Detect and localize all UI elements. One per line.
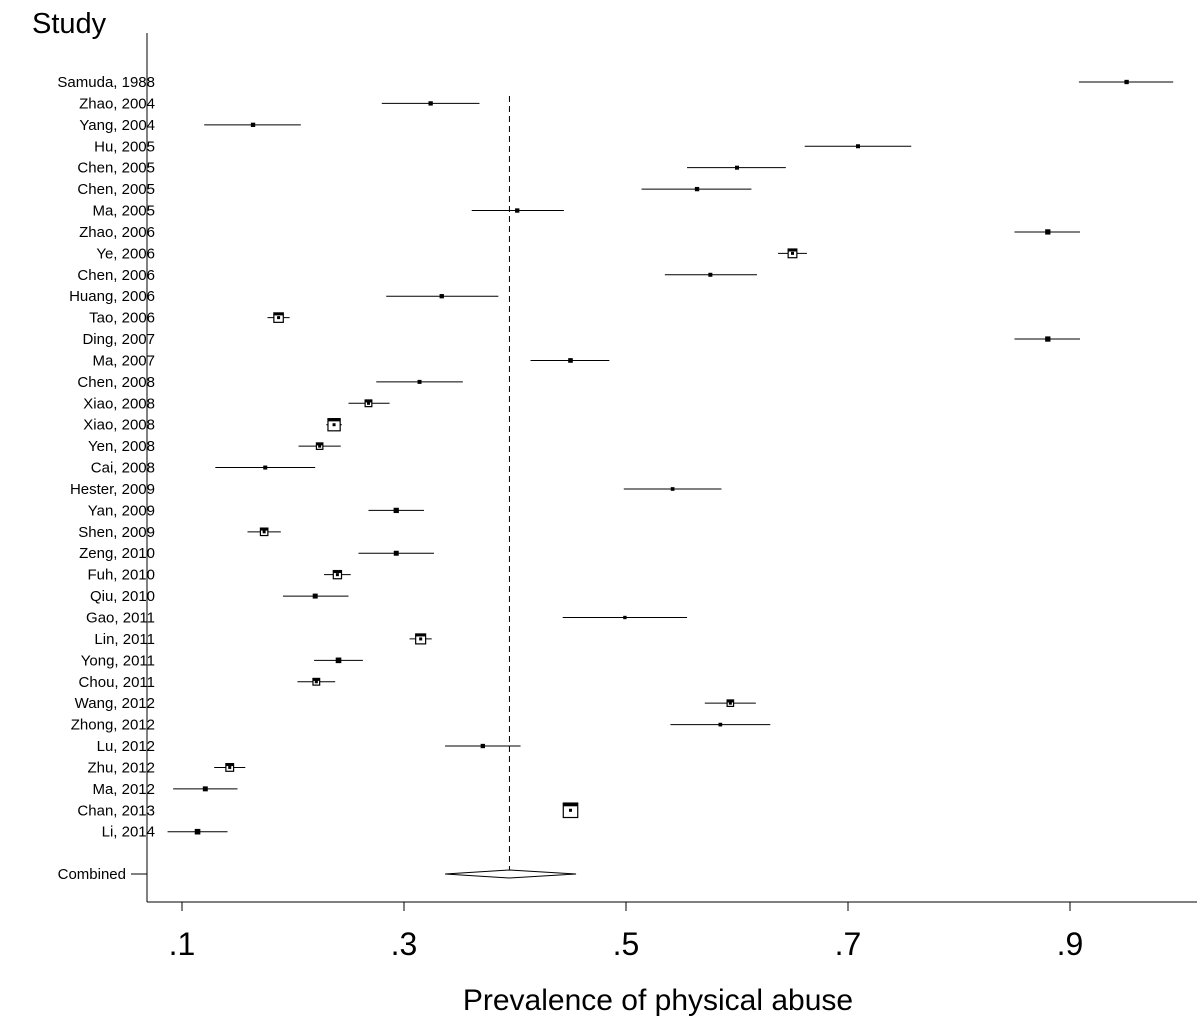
x-axis-title: Prevalence of physical abuse — [463, 984, 853, 1017]
weight-box-shade — [225, 763, 234, 767]
weight-box-shade — [312, 678, 320, 681]
combined-diamond — [445, 869, 577, 879]
point-estimate — [262, 530, 266, 534]
point-estimate — [428, 101, 433, 106]
weight-box-shade — [327, 418, 341, 422]
study-label: Xiao, 2008 — [83, 395, 155, 412]
study-label: Yong, 2011 — [81, 652, 155, 669]
study-label: Chan, 2013 — [77, 802, 155, 819]
weight-box-shade — [316, 442, 323, 446]
study-label: Ma, 2005 — [92, 203, 155, 220]
point-estimate — [263, 465, 268, 470]
point-estimate — [1045, 336, 1051, 342]
study-label: Ma, 2007 — [92, 352, 155, 369]
study-label: Tao, 2006 — [89, 310, 155, 327]
x-tick-label: .3 — [391, 926, 418, 962]
point-estimate — [568, 358, 573, 363]
study-label: Lin, 2011 — [94, 631, 155, 648]
study-label: Gao, 2011 — [86, 610, 155, 627]
point-estimate — [202, 786, 208, 792]
point-estimate — [694, 186, 700, 192]
point-estimate — [393, 550, 399, 556]
point-estimate — [718, 722, 723, 727]
x-tick-label: .7 — [835, 926, 862, 962]
study-label: Ma, 2012 — [92, 781, 155, 798]
study-label: Fuh, 2010 — [87, 567, 155, 584]
column-title: Study — [32, 8, 107, 40]
point-estimate — [480, 743, 485, 749]
point-estimate — [569, 808, 572, 812]
weight-box-shade — [260, 528, 268, 531]
study-label: Ding, 2007 — [82, 331, 155, 348]
combined-label: Combined — [58, 866, 126, 883]
point-estimate — [855, 144, 860, 149]
study-label: Chou, 2011 — [79, 674, 155, 691]
study-label: Zeng, 2010 — [79, 545, 155, 562]
study-label: Qiu, 2010 — [90, 588, 155, 605]
plot-axes: .1 .3 .5 .7 .9 — [131, 33, 1197, 962]
weight-box-shade — [788, 249, 797, 252]
x-tick-label: .9 — [1057, 926, 1084, 962]
study-label: Lu, 2012 — [97, 738, 155, 755]
point-estimate — [791, 251, 794, 255]
study-label: Li, 2014 — [102, 824, 155, 841]
point-estimate — [1124, 79, 1129, 85]
point-estimate — [735, 165, 739, 170]
weight-box-shade — [365, 399, 372, 403]
study-label: Zhao, 2004 — [79, 95, 155, 112]
point-estimate — [708, 272, 713, 277]
weight-box-shade — [273, 312, 284, 316]
point-estimate — [419, 637, 423, 641]
study-label: Yen, 2008 — [88, 438, 155, 455]
weight-box-shade — [563, 803, 578, 807]
point-estimate — [228, 765, 232, 769]
study-label: Yang, 2004 — [79, 117, 155, 134]
study-label: Zhu, 2012 — [87, 759, 155, 776]
study-label: Chen, 2005 — [77, 181, 155, 198]
study-label: Samuda, 1988 — [57, 74, 155, 91]
point-estimate — [439, 294, 444, 299]
point-estimate — [314, 680, 318, 684]
study-label: Huang, 2006 — [69, 288, 155, 305]
study-label: Hu, 2005 — [94, 138, 155, 155]
study-label: Xiao, 2008 — [83, 417, 155, 434]
point-estimate — [1045, 229, 1051, 235]
point-estimate — [366, 401, 370, 405]
x-tick-label: .5 — [613, 926, 640, 962]
point-estimate — [250, 122, 256, 127]
weight-box-shade — [727, 699, 734, 703]
point-estimate — [728, 701, 732, 705]
point-estimate — [277, 316, 281, 320]
point-estimate — [318, 444, 322, 448]
study-label: Chen, 2005 — [77, 160, 155, 177]
point-estimate — [335, 657, 342, 664]
weight-box-shade — [333, 570, 342, 574]
point-estimate — [623, 615, 627, 620]
study-label: Chen, 2006 — [77, 267, 155, 284]
point-estimate — [332, 423, 336, 427]
point-estimate — [312, 593, 318, 599]
point-estimate — [393, 507, 399, 514]
point-estimate — [194, 828, 201, 835]
weight-box-shade — [415, 633, 426, 637]
study-label: Cai, 2008 — [91, 460, 155, 477]
point-estimate — [515, 208, 520, 213]
x-tick-label: .1 — [169, 926, 196, 962]
study-label: Wang, 2012 — [75, 695, 155, 712]
study-label: Yan, 2009 — [88, 502, 155, 519]
point-estimate — [670, 487, 675, 491]
point-estimate — [335, 573, 339, 577]
study-label: Zhao, 2006 — [79, 224, 155, 241]
point-estimate — [417, 379, 422, 384]
study-marks: Samuda, 1988 Zhao, 2004 Yang, 2004 Hu, 2005… — [57, 74, 1174, 883]
study-label: Zhong, 2012 — [71, 717, 155, 734]
study-label: Chen, 2008 — [77, 374, 155, 391]
study-label: Shen, 2009 — [78, 524, 155, 541]
study-label: Hester, 2009 — [70, 481, 155, 498]
study-label: Ye, 2006 — [96, 245, 155, 262]
